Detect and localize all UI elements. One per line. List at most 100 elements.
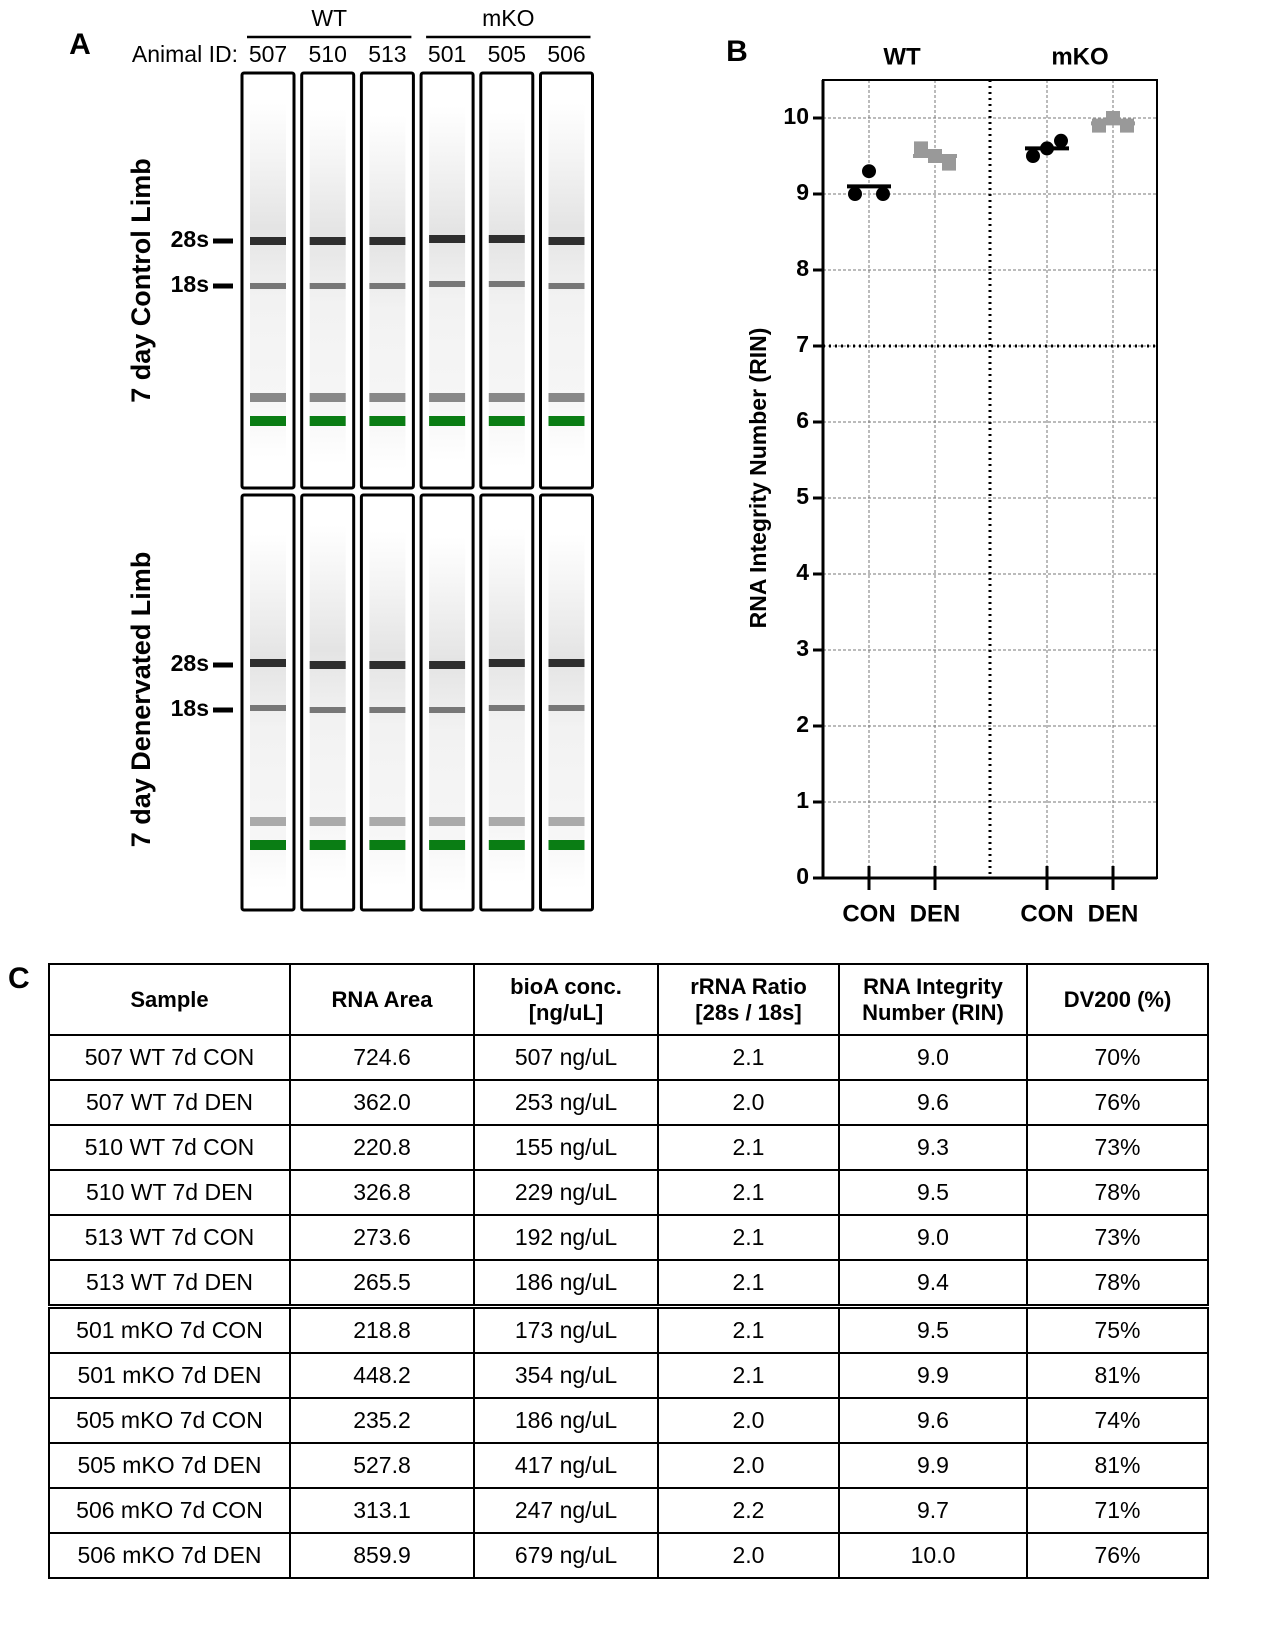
marker-band [549,416,585,426]
animal-id: 507 [249,41,287,67]
y-tick-label: 0 [796,863,809,889]
y-tick-label: 1 [796,787,809,813]
marker-band [369,840,405,850]
header-cell: RNA Area [290,964,474,1035]
marker-band [310,416,346,426]
band-label: 18s [171,271,209,297]
band-low [489,817,525,826]
band-low [429,393,465,402]
table-cell: 2.1 [658,1035,839,1080]
panel-label: C [8,962,30,996]
y-tick-label: 8 [796,255,809,281]
marker-band [369,416,405,426]
data-table: SampleRNA AreabioA conc. [ng/uL]rRNA Rat… [48,963,1209,1579]
band-18s [310,283,346,289]
lane-smear [549,534,585,889]
marker-band [429,416,465,426]
band-low [250,817,286,826]
table-cell: 859.9 [290,1533,474,1578]
table-cell: 506 mKO 7d CON [49,1488,290,1533]
table-cell: 354 ng/uL [474,1353,658,1398]
table-cell: 81% [1027,1443,1208,1488]
table-cell: 9.4 [839,1260,1027,1307]
panel-label: B [726,35,748,68]
animal-id: 506 [547,41,585,67]
table-cell: 326.8 [290,1170,474,1215]
table-cell: 78% [1027,1260,1208,1307]
table-cell: 78% [1027,1170,1208,1215]
table-cell: 9.6 [839,1398,1027,1443]
animal-id: 505 [488,41,526,67]
table-cell: 505 mKO 7d CON [49,1398,290,1443]
y-tick-label: 5 [796,483,809,509]
table-cell: 81% [1027,1353,1208,1398]
marker-band [250,840,286,850]
band-28s [429,235,465,243]
page: A Animal ID: B RNA Integrity Number (RIN… [0,0,1262,1640]
table-row: 513 WT 7d DEN265.5186 ng/uL2.19.478% [49,1260,1208,1307]
marker-band [250,416,286,426]
point [1054,134,1068,148]
table-cell: 2.1 [658,1353,839,1398]
band-28s [549,237,585,245]
band-18s [369,283,405,289]
table-cell: 507 WT 7d DEN [49,1080,290,1125]
table-cell: 2.0 [658,1398,839,1443]
band-label: 18s [171,695,209,721]
band-28s [429,661,465,669]
table-cell: 218.8 [290,1307,474,1354]
table-cell: 501 mKO 7d CON [49,1307,290,1354]
animal-id: 513 [368,41,406,67]
table-cell: 186 ng/uL [474,1398,658,1443]
table-cell: 513 WT 7d DEN [49,1260,290,1307]
table-cell: 2.1 [658,1215,839,1260]
point [862,164,876,178]
table-cell: 2.1 [658,1307,839,1354]
band-28s [489,659,525,667]
table-cell: 9.9 [839,1353,1027,1398]
band-low [549,393,585,402]
table-cell: 253 ng/uL [474,1080,658,1125]
table-cell: 173 ng/uL [474,1307,658,1354]
band-28s [250,659,286,667]
point [1040,141,1054,155]
table-cell: 9.5 [839,1170,1027,1215]
table-cell: 510 WT 7d CON [49,1125,290,1170]
table-cell: 73% [1027,1125,1208,1170]
lane-smear [250,534,286,889]
table-cell: 74% [1027,1398,1208,1443]
table-cell: 70% [1027,1035,1208,1080]
band-low [369,393,405,402]
table-cell: 155 ng/uL [474,1125,658,1170]
table-cell: 186 ng/uL [474,1260,658,1307]
band-28s [369,237,405,245]
table-cell: 247 ng/uL [474,1488,658,1533]
point [928,149,942,163]
point [914,141,928,155]
band-18s [310,707,346,713]
x-tick-label: DEN [910,900,961,927]
table-cell: 2.0 [658,1533,839,1578]
table-cell: 9.5 [839,1307,1027,1354]
table-cell: 9.7 [839,1488,1027,1533]
x-tick-label: DEN [1088,900,1139,927]
table-cell: 273.6 [290,1215,474,1260]
table-cell: 9.6 [839,1080,1027,1125]
band-18s [250,283,286,289]
y-tick-label: 7 [796,331,809,357]
table-cell: 501 mKO 7d DEN [49,1353,290,1398]
y-tick-label: 10 [783,103,809,129]
y-axis-label: RNA Integrity Number (RIN) [745,328,771,629]
table-cell: 507 WT 7d CON [49,1035,290,1080]
id-label: Animal ID: [132,41,238,67]
band-18s [489,281,525,287]
y-tick-label: 4 [796,559,809,585]
table-cell: 9.9 [839,1443,1027,1488]
table-cell: 9.0 [839,1215,1027,1260]
y-tick-label: 2 [796,711,809,737]
band-28s [250,237,286,245]
band-low [369,817,405,826]
